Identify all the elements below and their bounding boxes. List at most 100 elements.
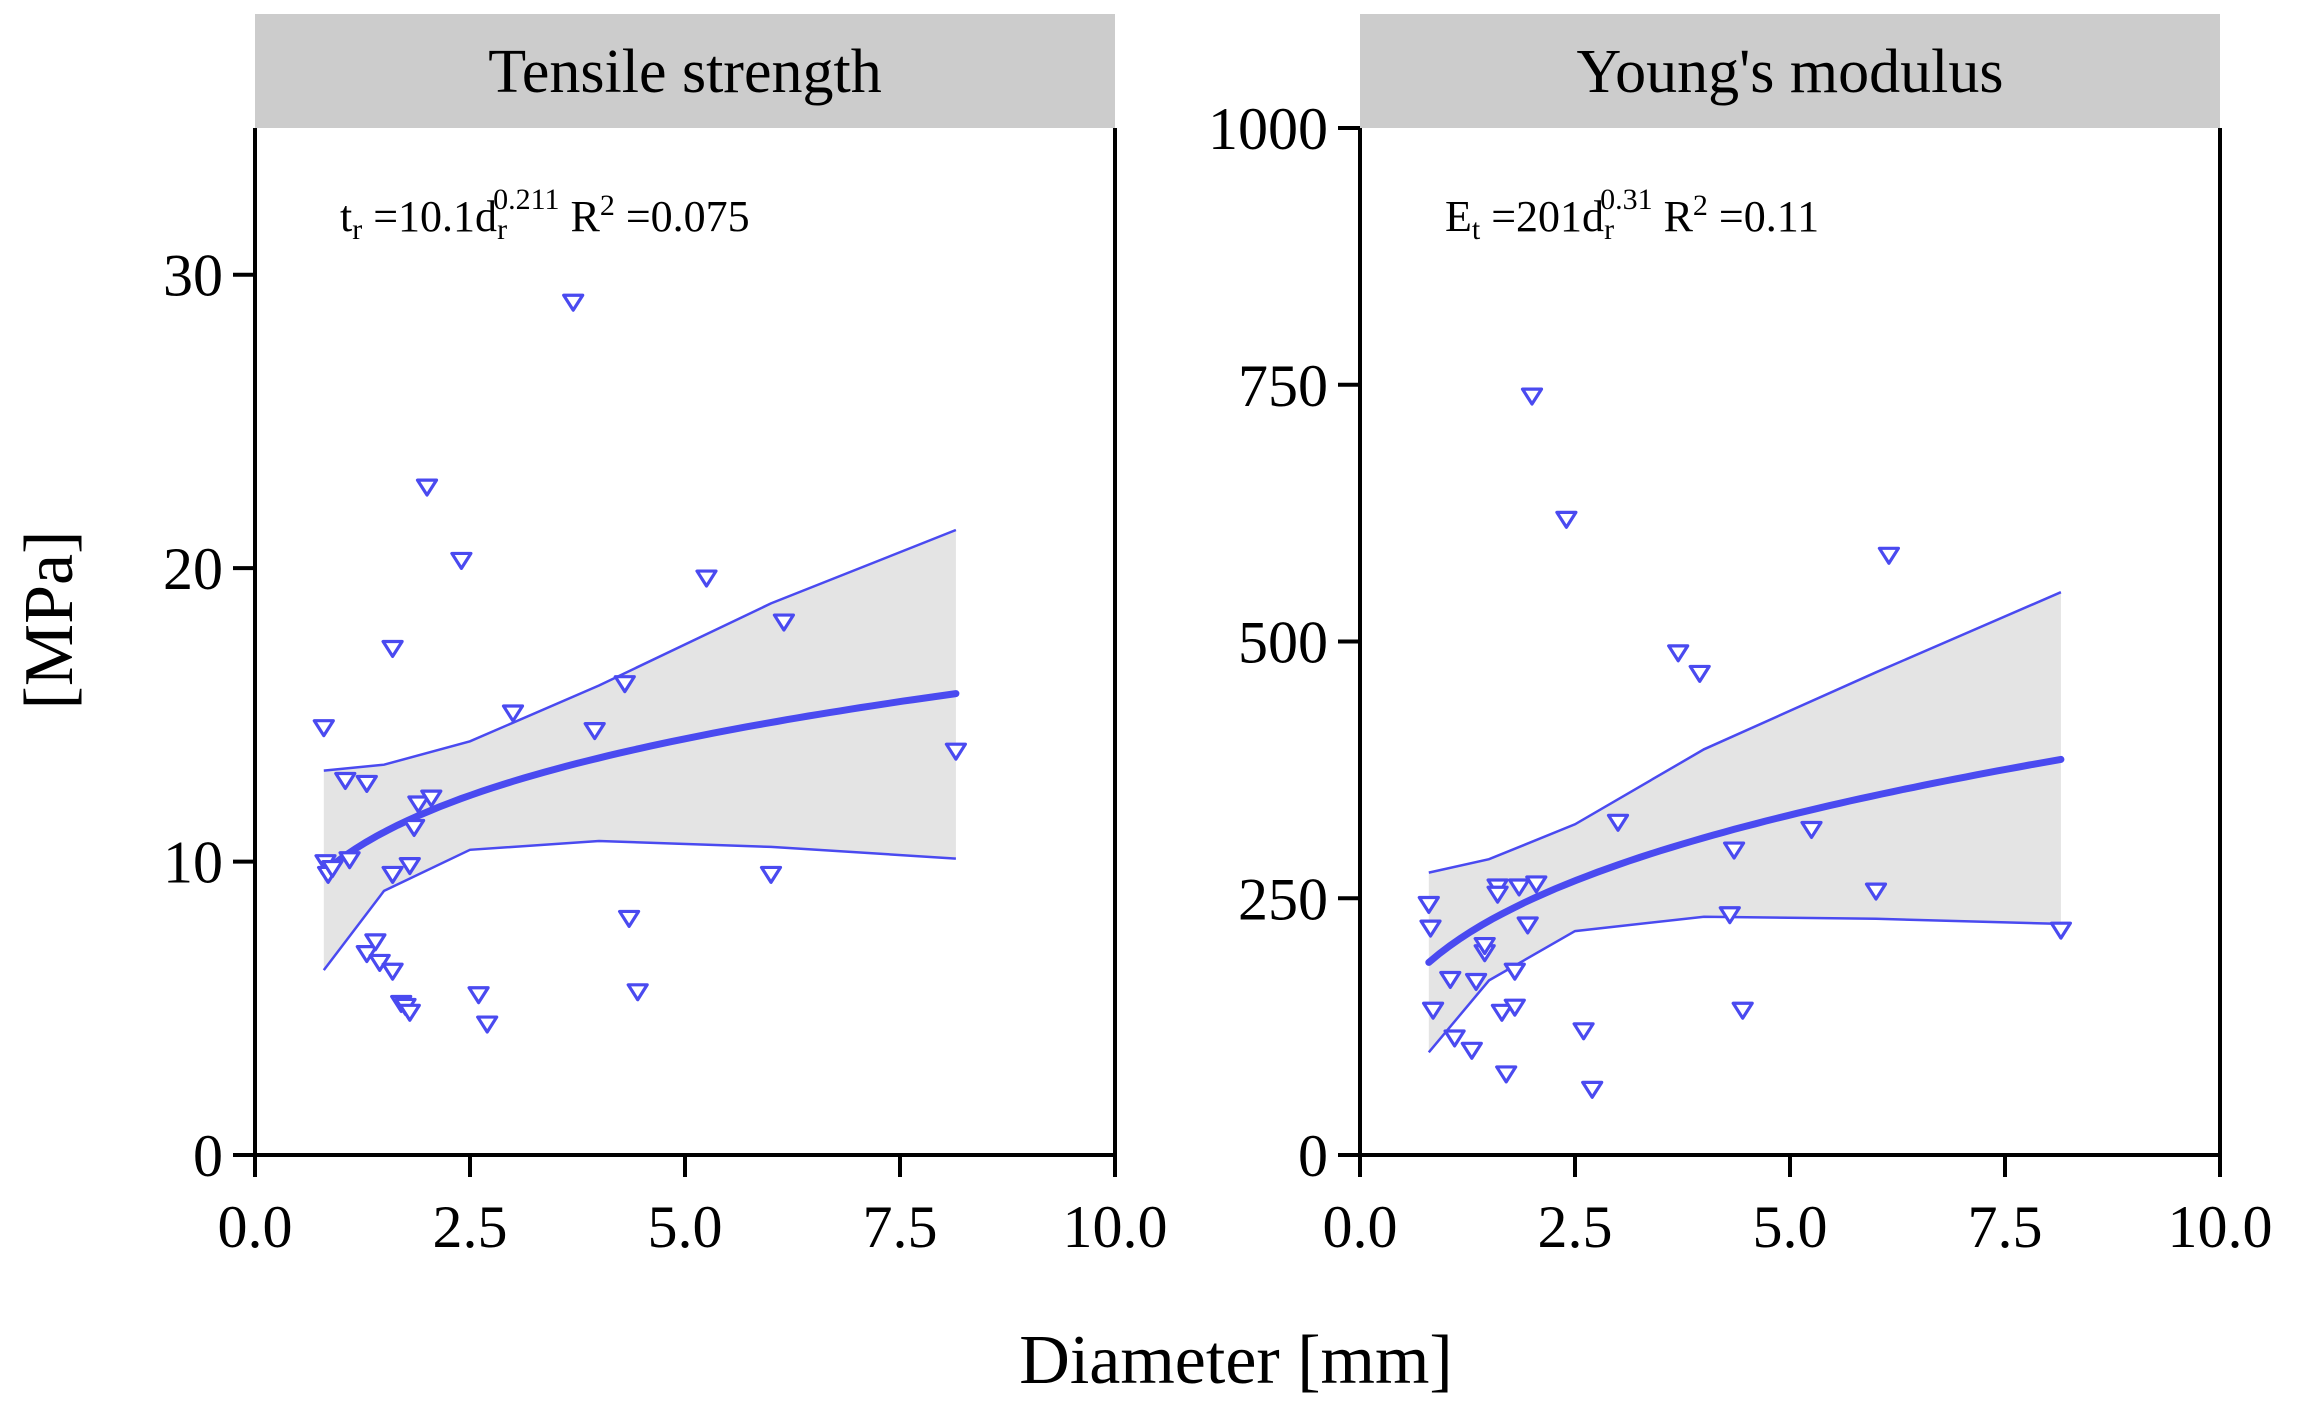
r-squared-value: =0.075 bbox=[615, 192, 750, 241]
equation-variable-subscript: r bbox=[497, 213, 507, 246]
chart-title: Young's modulus bbox=[1577, 38, 2004, 106]
x-axis-title: Diameter [mm] bbox=[1019, 1322, 1452, 1399]
data-point bbox=[1419, 919, 1442, 938]
data-point bbox=[1606, 813, 1630, 832]
x-tick-label: 7.5 bbox=[863, 1194, 938, 1260]
confidence-band bbox=[1428, 592, 2061, 1053]
r-squared-superscript: 2 bbox=[600, 189, 615, 222]
data-point bbox=[407, 795, 430, 814]
y-tick-label: 0 bbox=[1298, 1123, 1328, 1189]
y-axis-title: [MPa] bbox=[11, 531, 88, 710]
equation-lhs-subscript: t bbox=[1472, 213, 1481, 246]
chart-title: Tensile strength bbox=[488, 38, 881, 106]
data-point bbox=[321, 859, 344, 879]
data-point bbox=[334, 771, 357, 791]
data-point bbox=[1731, 1001, 1754, 1020]
y-tick-label: 500 bbox=[1238, 610, 1328, 676]
data-point bbox=[1490, 1003, 1514, 1022]
y-tick-label: 20 bbox=[163, 536, 223, 602]
data-point bbox=[1667, 644, 1690, 663]
data-point bbox=[398, 1003, 421, 1022]
data-point bbox=[450, 551, 473, 570]
data-point bbox=[1520, 387, 1544, 406]
x-tick-label: 10.0 bbox=[1063, 1194, 1168, 1260]
y-tick-label: 1000 bbox=[1208, 96, 1328, 162]
data-point bbox=[1503, 998, 1526, 1017]
x-tick-label: 2.5 bbox=[1538, 1194, 1613, 1260]
data-point bbox=[1486, 885, 1509, 904]
data-point bbox=[1507, 878, 1531, 897]
data-point bbox=[1581, 1080, 1604, 1099]
equation-lhs: E bbox=[1445, 192, 1472, 241]
strip-header bbox=[255, 14, 1115, 128]
data-point bbox=[1443, 1029, 1466, 1048]
confidence-lower-line bbox=[1427, 915, 2061, 1054]
equation-body: =10.1d bbox=[362, 192, 497, 241]
data-point bbox=[1718, 906, 1741, 925]
data-point bbox=[381, 962, 404, 981]
x-tick-label: 5.0 bbox=[1753, 1194, 1828, 1260]
confidence-lower-line bbox=[322, 839, 956, 971]
y-tick-label: 10 bbox=[163, 830, 223, 896]
fit-equation: tr =10.1dr0.211 R2 =0.075 bbox=[340, 183, 750, 246]
data-point bbox=[1864, 882, 1888, 901]
r-squared-superscript: 2 bbox=[1693, 189, 1708, 222]
data-point bbox=[2049, 921, 2072, 940]
data-point bbox=[772, 613, 796, 632]
data-point bbox=[695, 569, 718, 588]
data-point bbox=[312, 719, 335, 738]
x-tick-label: 0.0 bbox=[218, 1194, 293, 1260]
data-point bbox=[381, 639, 404, 658]
x-tick-label: 0.0 bbox=[1323, 1194, 1398, 1260]
strip-header bbox=[1360, 14, 2220, 128]
data-point bbox=[1417, 895, 1440, 915]
equation-variable-subscript: r bbox=[1604, 213, 1614, 246]
data-point bbox=[613, 675, 636, 694]
data-point bbox=[1495, 1065, 1518, 1084]
data-point bbox=[338, 851, 361, 870]
panels: Tensile strength 0 10 20 30 0.0 2.5 5.0 7.5 10.0 t… bbox=[163, 14, 2273, 1260]
equation-exponent: 0.31 bbox=[1600, 183, 1653, 216]
equation-lhs-subscript: r bbox=[352, 213, 362, 246]
x-tick-label: 10.0 bbox=[2168, 1194, 2273, 1260]
data-point bbox=[1688, 664, 1711, 683]
data-point bbox=[1516, 916, 1539, 935]
chart-panel-2: Young's modulus 0 250 500 750 1000 0.0 2.5 5.0 7.… bbox=[1208, 14, 2273, 1260]
data-point bbox=[355, 774, 378, 793]
x-tick-label: 2.5 bbox=[433, 1194, 508, 1260]
r-squared-label: R bbox=[559, 192, 600, 241]
data-point bbox=[1473, 936, 1496, 956]
data-point bbox=[364, 933, 387, 952]
confidence-upper-line bbox=[1428, 591, 2062, 874]
data-point bbox=[1421, 1001, 1445, 1020]
data-point bbox=[944, 742, 968, 761]
data-point bbox=[562, 293, 585, 312]
fit-equation: Et =201dr0.31 R2 =0.11 bbox=[1445, 183, 1819, 246]
equation-body: =201d bbox=[1480, 192, 1604, 241]
data-point bbox=[617, 909, 641, 928]
data-point bbox=[1722, 841, 1746, 860]
r-squared-value: =0.11 bbox=[1708, 192, 1819, 241]
data-point bbox=[1439, 970, 1462, 989]
data-point bbox=[420, 789, 443, 808]
fit-curve bbox=[320, 690, 960, 876]
data-point bbox=[1572, 1022, 1595, 1041]
r-squared-label: R bbox=[1653, 192, 1694, 241]
data-point bbox=[583, 722, 606, 741]
data-point bbox=[403, 818, 426, 837]
data-point bbox=[398, 857, 421, 876]
data-point bbox=[626, 983, 649, 1002]
data-point bbox=[1877, 546, 1901, 565]
data-point bbox=[467, 986, 490, 1005]
equation-exponent: 0.211 bbox=[493, 183, 559, 216]
x-tick-label: 5.0 bbox=[648, 1194, 723, 1260]
data-point bbox=[381, 865, 404, 884]
y-tick-label: 30 bbox=[163, 243, 223, 309]
confidence-upper-line bbox=[323, 528, 957, 772]
chart-panel-1: Tensile strength 0 10 20 30 0.0 2.5 5.0 7.5 10.0 t… bbox=[163, 14, 1168, 1260]
data-point bbox=[501, 704, 525, 723]
fit-curve bbox=[1425, 755, 2065, 966]
equation-lhs: t bbox=[340, 192, 352, 241]
data-point bbox=[1555, 510, 1578, 529]
